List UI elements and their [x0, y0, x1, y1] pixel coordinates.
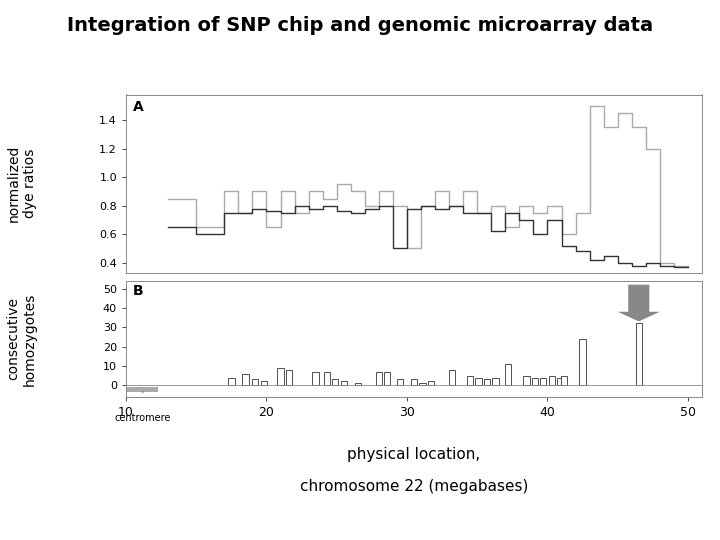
- Text: chromosome 22 (megabases): chromosome 22 (megabases): [300, 479, 528, 494]
- Bar: [505, 364, 511, 386]
- Bar: [561, 376, 567, 386]
- Bar: [324, 372, 330, 386]
- Text: physical location,: physical location,: [347, 447, 481, 462]
- Bar: [549, 376, 555, 386]
- Bar: [492, 377, 499, 386]
- Bar: [636, 323, 642, 386]
- Bar: [411, 380, 417, 386]
- Bar: [228, 377, 235, 386]
- Text: Integration of SNP chip and genomic microarray data: Integration of SNP chip and genomic micr…: [67, 16, 653, 35]
- Text: consecutive
homozygotes: consecutive homozygotes: [6, 292, 37, 386]
- Text: normalized
dye ratios: normalized dye ratios: [6, 145, 37, 222]
- Bar: [475, 377, 482, 386]
- Bar: [341, 381, 347, 386]
- Bar: [531, 377, 538, 386]
- Bar: [384, 372, 390, 386]
- FancyArrow shape: [618, 285, 660, 321]
- Bar: [261, 381, 267, 386]
- Bar: [484, 380, 490, 386]
- Bar: [332, 380, 338, 386]
- Bar: [376, 372, 382, 386]
- Bar: [467, 376, 473, 386]
- Bar: [127, 387, 158, 392]
- Bar: [557, 377, 563, 386]
- Bar: [523, 376, 529, 386]
- Bar: [277, 368, 284, 386]
- Bar: [540, 377, 546, 386]
- Text: A: A: [133, 100, 144, 114]
- Bar: [242, 374, 248, 386]
- Bar: [312, 372, 319, 386]
- Bar: [419, 383, 426, 386]
- Bar: [428, 381, 434, 386]
- Bar: [355, 383, 361, 386]
- Text: B: B: [133, 284, 143, 298]
- Bar: [397, 380, 403, 386]
- Bar: [449, 370, 455, 386]
- Bar: [580, 339, 586, 386]
- Bar: [286, 370, 292, 386]
- Text: centromere: centromere: [114, 413, 171, 423]
- Bar: [252, 380, 258, 386]
